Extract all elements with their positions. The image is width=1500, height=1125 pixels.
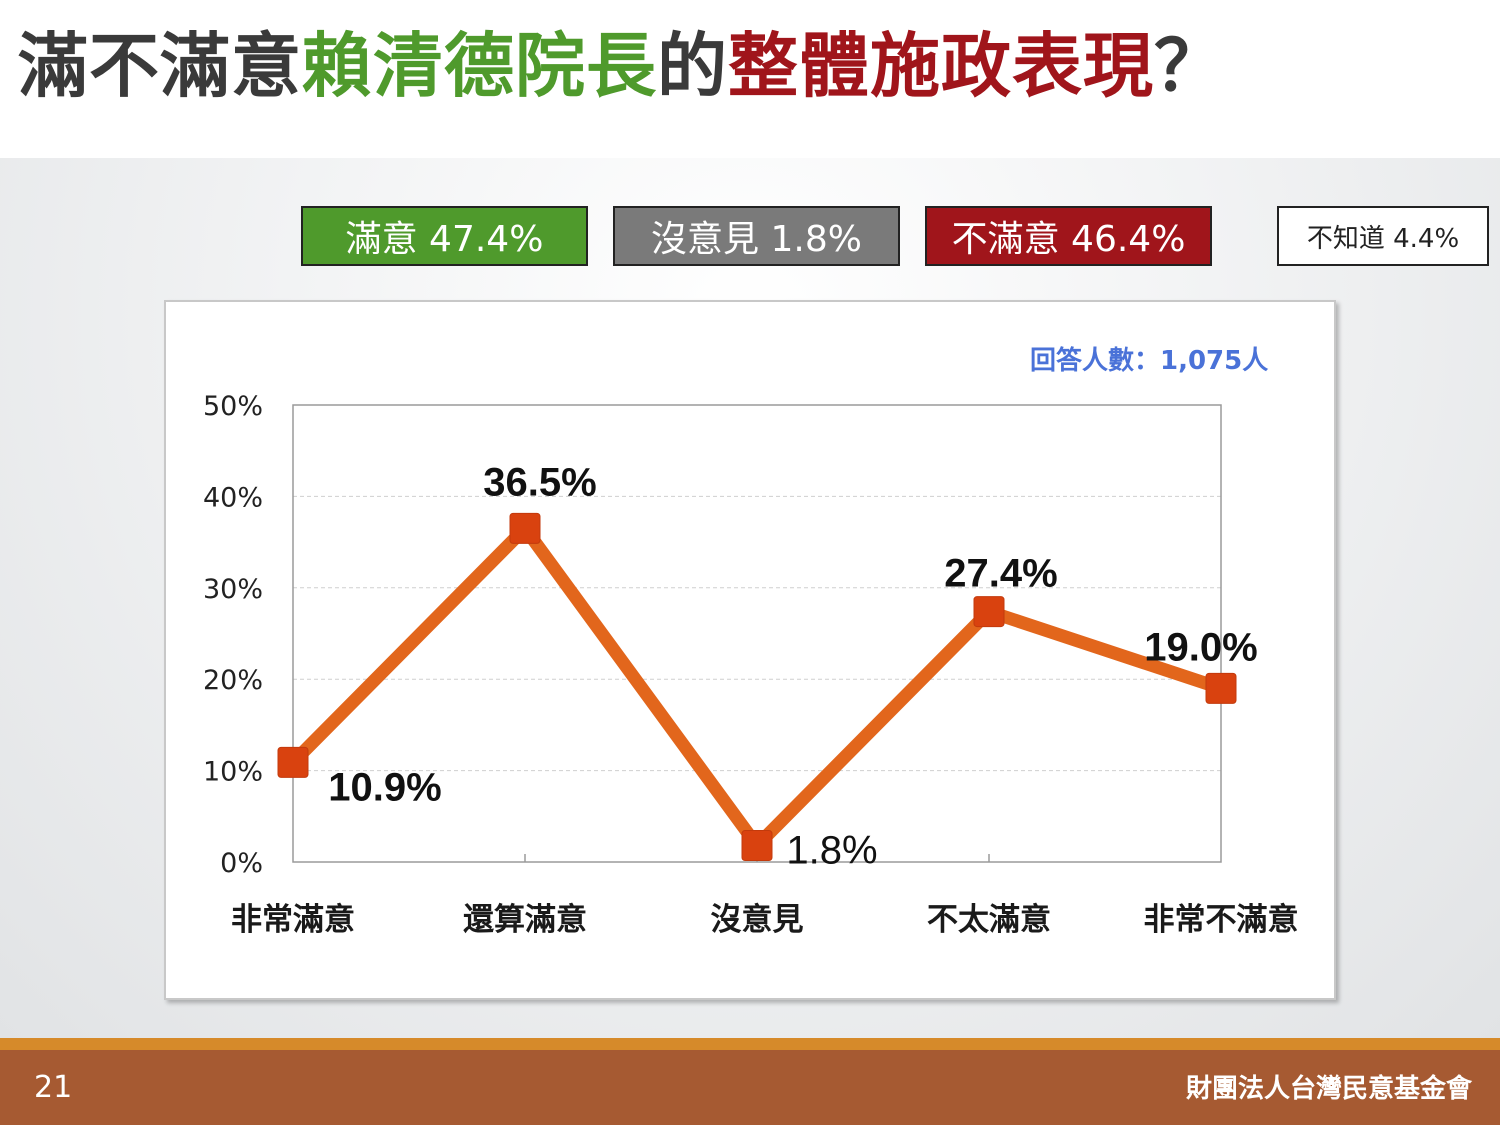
y-tick-label: 0% <box>220 848 263 879</box>
data-point-marker <box>509 512 541 544</box>
data-point-marker <box>277 746 309 778</box>
title-part-1: 滿不滿意 <box>18 25 302 107</box>
category-label: 非常滿意 <box>231 902 355 938</box>
data-point-marker <box>1205 672 1237 704</box>
title-bar: 滿不滿意賴清德院長的整體施政表現？ <box>0 0 1500 158</box>
organization-name: 財團法人台灣民意基金會 <box>1185 1074 1472 1104</box>
chart-frame <box>164 300 1336 1000</box>
footer-bar <box>0 1050 1500 1125</box>
y-tick-label: 30% <box>203 574 263 605</box>
summary-no-opinion-box: 沒意見 1.8% <box>613 206 900 266</box>
data-label: 10.9% <box>328 765 441 809</box>
category-label: 非常不滿意 <box>1144 902 1299 938</box>
category-label: 沒意見 <box>711 902 804 938</box>
category-label: 不太滿意 <box>927 902 1051 938</box>
footer-accent-line <box>0 1038 1500 1050</box>
title-part-3: 的 <box>657 25 728 107</box>
y-tick-label: 50% <box>203 391 263 422</box>
data-point-marker <box>973 596 1005 628</box>
y-tick-label: 20% <box>203 665 263 696</box>
data-label: 36.5% <box>483 460 596 504</box>
y-tick-label: 40% <box>203 482 263 513</box>
data-label: 27.4% <box>944 552 1057 596</box>
y-tick-label: 10% <box>203 757 263 788</box>
data-label: 1.8% <box>786 829 877 873</box>
page-title: 滿不滿意賴清德院長的整體施政表現？ <box>18 28 1225 105</box>
page-number: 21 <box>34 1070 73 1105</box>
title-part-2: 賴清德院長 <box>302 25 657 107</box>
summary-satisfied-box: 滿意 47.4% <box>301 206 588 266</box>
summary-dont-know-box: 不知道 4.4% <box>1277 206 1489 266</box>
data-point-marker <box>741 830 773 862</box>
title-part-4: 整體施政表現 <box>728 25 1154 107</box>
respondent-count: 回答人數：1,075人 <box>1030 346 1269 376</box>
summary-dissatisfied-box: 不滿意 46.4% <box>925 206 1212 266</box>
data-label: 19.0% <box>1144 625 1257 669</box>
category-label: 還算滿意 <box>463 902 587 938</box>
title-part-5: ？ <box>1154 25 1225 107</box>
